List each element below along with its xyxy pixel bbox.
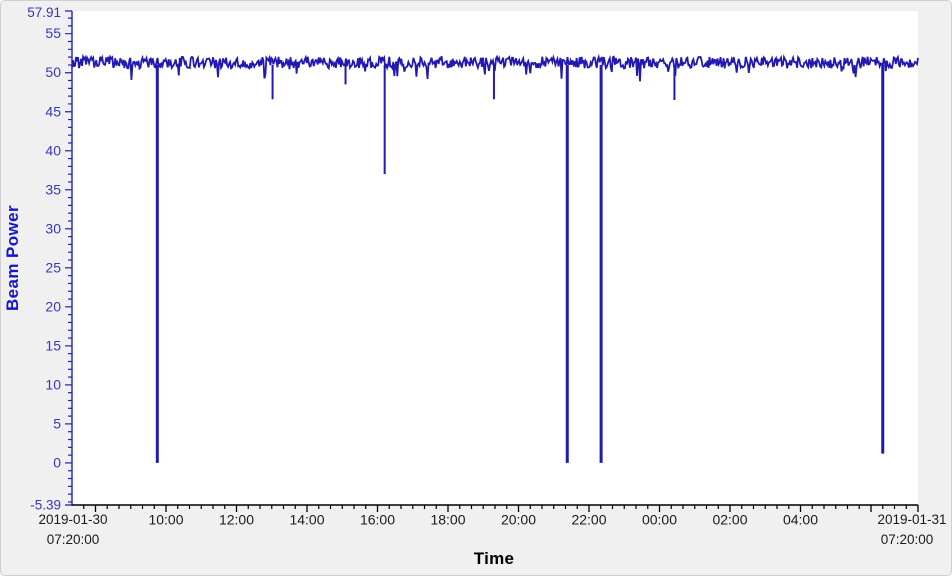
x-axis-title: Time <box>474 549 515 568</box>
x-end-date-label: 2019-01-31 <box>877 512 946 527</box>
plot-area: 0 5 10 15 20 25 30 35 40 45 50 55 10:00 12:00 14:00 16:… <box>45 10 919 528</box>
y-tick-label: 10 <box>45 376 61 392</box>
y-tick-label: 5 <box>53 415 61 431</box>
y-tick-label: 20 <box>45 298 61 314</box>
x-tick-label: 20:00 <box>501 512 536 528</box>
y-tick-label: 55 <box>45 25 61 41</box>
y-tick-label: 0 <box>53 454 61 470</box>
y-min-label: -5.39 <box>30 498 61 513</box>
x-tick-label: 14:00 <box>289 512 324 528</box>
x-tick-label: 10:00 <box>148 512 183 528</box>
x-tick-label: 00:00 <box>642 512 677 528</box>
x-tick-label: 22:00 <box>571 512 606 528</box>
y-tick-label: 45 <box>45 103 61 119</box>
y-max-label: 57.91 <box>27 5 61 20</box>
x-tick-label: 12:00 <box>219 512 254 528</box>
plot-background <box>72 11 918 505</box>
x-tick-label: 04:00 <box>783 512 818 528</box>
x-start-time-label: 07:20:00 <box>47 532 100 547</box>
x-tick-label: 16:00 <box>360 512 395 528</box>
y-tick-label: 25 <box>45 259 61 275</box>
y-tick-label: 40 <box>45 142 61 158</box>
y-axis-title: Beam Power <box>3 205 22 311</box>
x-start-date-label: 2019-01-30 <box>38 512 107 527</box>
y-tick-label: 50 <box>45 64 61 80</box>
y-tick-label: 30 <box>45 220 61 236</box>
series-line <box>71 53 919 82</box>
x-tick-label: 02:00 <box>712 512 747 528</box>
y-tick-label: 35 <box>45 181 61 197</box>
x-end-time-label: 07:20:00 <box>881 532 934 547</box>
x-tick-label: 18:00 <box>430 512 465 528</box>
y-tick-label: 15 <box>45 337 61 353</box>
